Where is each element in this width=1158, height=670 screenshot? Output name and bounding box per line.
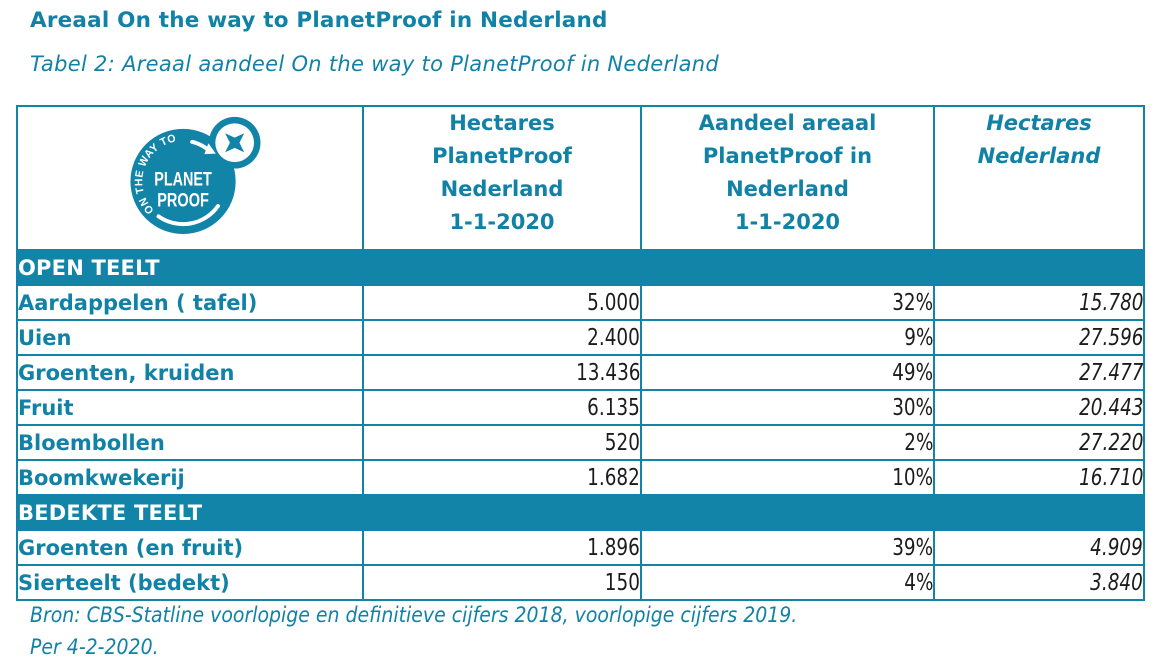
section-header-row: BEDEKTE TEELT bbox=[16, 494, 1145, 531]
value-text: 15.780 bbox=[1078, 289, 1143, 316]
value-text: 49% bbox=[892, 359, 933, 386]
crop-label: Aardappelen ( tafel) bbox=[16, 284, 364, 321]
section-filler bbox=[362, 494, 642, 531]
hectares-nederland-value: 27.596 bbox=[933, 319, 1145, 356]
aandeel-areaal-value: 10% bbox=[640, 459, 935, 496]
value-text: 520 bbox=[604, 429, 640, 456]
value-text: 1.896 bbox=[587, 534, 640, 561]
logo-cell: ON THE WAY TO PLANET PROOF bbox=[16, 105, 364, 251]
hectares-nederland-value: 16.710 bbox=[933, 459, 1145, 496]
source-note: Bron: CBS-Statline voorlopige en definit… bbox=[30, 599, 883, 663]
section-filler bbox=[362, 249, 642, 286]
hectares-nederland-value: 4.909 bbox=[933, 529, 1145, 566]
section-title: BEDEKTE TEELT bbox=[16, 494, 364, 531]
value-text: 10% bbox=[892, 464, 933, 491]
value-text: 150 bbox=[604, 569, 640, 596]
compass-star-icon bbox=[225, 133, 245, 153]
value-text: 6.135 bbox=[587, 394, 640, 421]
aandeel-areaal-value: 49% bbox=[640, 354, 935, 391]
value-text: 4% bbox=[903, 569, 933, 596]
hectares-planetproof-value: 6.135 bbox=[362, 389, 642, 426]
aandeel-areaal-value: 9% bbox=[640, 319, 935, 356]
planetproof-logo-icon: ON THE WAY TO PLANET PROOF bbox=[130, 116, 261, 235]
crop-label: Groenten (en fruit) bbox=[16, 529, 364, 566]
aandeel-areaal-value: 32% bbox=[640, 284, 935, 321]
table-row: Groenten, kruiden 13.436 49% 27.477 bbox=[16, 354, 1145, 391]
aandeel-areaal-value: 4% bbox=[640, 564, 935, 601]
value-text: 1.682 bbox=[587, 464, 640, 491]
logo-wordmark-line1: PLANET bbox=[154, 168, 212, 190]
value-text: 30% bbox=[892, 394, 933, 421]
value-text: 4.909 bbox=[1090, 534, 1143, 561]
value-text: 27.596 bbox=[1078, 324, 1143, 351]
section-filler bbox=[640, 249, 935, 286]
table-row: Boomkwekerij 1.682 10% 16.710 bbox=[16, 459, 1145, 496]
section-title: OPEN TEELT bbox=[16, 249, 364, 286]
value-text: 9% bbox=[903, 324, 933, 351]
table-row: Fruit 6.135 30% 20.443 bbox=[16, 389, 1145, 426]
hectares-nederland-value: 27.477 bbox=[933, 354, 1145, 391]
value-text: 2% bbox=[903, 429, 933, 456]
section-filler bbox=[933, 249, 1145, 286]
value-text: 16.710 bbox=[1078, 464, 1143, 491]
aandeel-areaal-value: 2% bbox=[640, 424, 935, 461]
source-line-2: Per 4-2-2020. bbox=[30, 635, 159, 659]
value-text: 39% bbox=[892, 534, 933, 561]
crop-label: Groenten, kruiden bbox=[16, 354, 364, 391]
hectares-planetproof-value: 1.682 bbox=[362, 459, 642, 496]
column-header-hectares-planetproof: Hectares PlanetProof Nederland 1-1-2020 bbox=[362, 105, 642, 251]
page-title: Areaal On the way to PlanetProof in Nede… bbox=[30, 8, 608, 33]
crop-label: Fruit bbox=[16, 389, 364, 426]
table-row: Uien 2.400 9% 27.596 bbox=[16, 319, 1145, 356]
hectares-nederland-value: 15.780 bbox=[933, 284, 1145, 321]
hectares-planetproof-value: 150 bbox=[362, 564, 642, 601]
value-text: 27.220 bbox=[1078, 429, 1143, 456]
value-text: 27.477 bbox=[1078, 359, 1143, 386]
crop-label: Uien bbox=[16, 319, 364, 356]
table-row: Aardappelen ( tafel) 5.000 32% 15.780 bbox=[16, 284, 1145, 321]
value-text: 13.436 bbox=[575, 359, 640, 386]
source-line-1: Bron: CBS-Statline voorlopige en definit… bbox=[30, 603, 798, 627]
hectares-planetproof-value: 2.400 bbox=[362, 319, 642, 356]
value-text: 20.443 bbox=[1078, 394, 1143, 421]
hectares-planetproof-value: 13.436 bbox=[362, 354, 642, 391]
hectares-planetproof-value: 1.896 bbox=[362, 529, 642, 566]
hectares-nederland-value: 3.840 bbox=[933, 564, 1145, 601]
hectares-nederland-value: 20.443 bbox=[933, 389, 1145, 426]
table-row: Sierteelt (bedekt) 150 4% 3.840 bbox=[16, 564, 1145, 601]
aandeel-areaal-value: 39% bbox=[640, 529, 935, 566]
table-header-row: ON THE WAY TO PLANET PROOF Hectares Plan… bbox=[16, 105, 1145, 251]
planetproof-area-table: ON THE WAY TO PLANET PROOF Hectares Plan… bbox=[16, 105, 1145, 601]
column-header-aandeel-areaal: Aandeel areaal PlanetProof in Nederland … bbox=[640, 105, 935, 251]
column-header-hectares-nederland: Hectares Nederland bbox=[933, 105, 1145, 251]
crop-label: Boomkwekerij bbox=[16, 459, 364, 496]
table-row: Groenten (en fruit) 1.896 39% 4.909 bbox=[16, 529, 1145, 566]
section-filler bbox=[640, 494, 935, 531]
value-text: 5.000 bbox=[587, 289, 640, 316]
value-text: 32% bbox=[892, 289, 933, 316]
value-text: 2.400 bbox=[587, 324, 640, 351]
table-row: Bloembollen 520 2% 27.220 bbox=[16, 424, 1145, 461]
hectares-nederland-value: 27.220 bbox=[933, 424, 1145, 461]
table-body: OPEN TEELT Aardappelen ( tafel) 5.000 32% 15… bbox=[16, 249, 1145, 601]
hectares-planetproof-value: 520 bbox=[362, 424, 642, 461]
crop-label: Bloembollen bbox=[16, 424, 364, 461]
hectares-planetproof-value: 5.000 bbox=[362, 284, 642, 321]
table-caption: Tabel 2: Areaal aandeel On the way to Pl… bbox=[30, 52, 719, 76]
section-header-row: OPEN TEELT bbox=[16, 249, 1145, 286]
section-filler bbox=[933, 494, 1145, 531]
logo-wordmark-line2: PROOF bbox=[157, 189, 209, 211]
crop-label: Sierteelt (bedekt) bbox=[16, 564, 364, 601]
aandeel-areaal-value: 30% bbox=[640, 389, 935, 426]
value-text: 3.840 bbox=[1090, 569, 1143, 596]
